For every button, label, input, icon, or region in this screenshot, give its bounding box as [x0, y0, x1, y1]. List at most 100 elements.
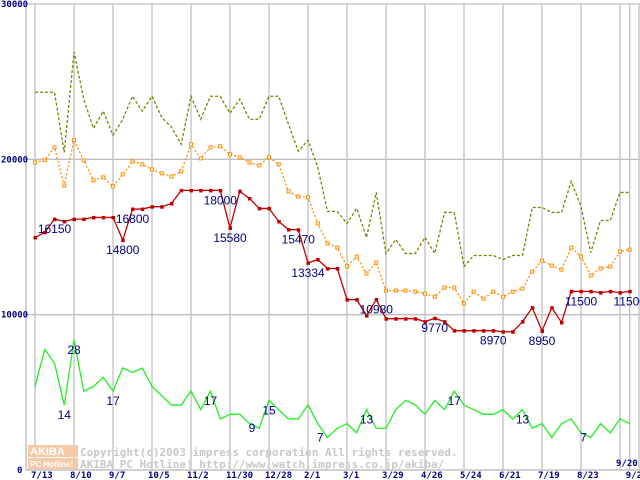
- data-point-low: [384, 317, 388, 321]
- data-point-average: [432, 294, 437, 299]
- data-label: 10980: [360, 302, 394, 316]
- data-point-average: [52, 145, 57, 150]
- data-point-low: [491, 329, 496, 333]
- x-tick-label: 9/20: [616, 459, 638, 469]
- data-point-average: [208, 145, 213, 150]
- y-tick-label: 20000: [1, 155, 28, 165]
- data-point-average: [491, 289, 496, 294]
- data-point-average: [120, 172, 125, 177]
- data-point-low: [560, 320, 564, 325]
- data-point-low: [131, 207, 135, 212]
- logo-bottom-bg: [28, 458, 78, 469]
- data-point-low: [579, 289, 583, 294]
- data-point-low: [287, 228, 291, 232]
- data-point-average: [325, 241, 330, 246]
- data-point-low: [160, 205, 164, 209]
- data-label: 16150: [38, 222, 72, 236]
- data-point-low: [277, 219, 281, 224]
- data-point-low: [521, 320, 525, 324]
- data-point-low: [550, 306, 554, 310]
- data-point-average: [286, 189, 291, 194]
- data-label: 7: [317, 431, 324, 445]
- data-label: 13: [360, 413, 374, 427]
- data-point-low: [248, 196, 252, 201]
- data-point-average: [462, 301, 466, 306]
- data-point-average: [540, 258, 544, 263]
- data-point-average: [588, 273, 593, 278]
- data-point-average: [276, 162, 281, 167]
- x-tick-label: 9/27: [626, 471, 640, 480]
- data-point-low: [501, 330, 505, 334]
- data-point-low: [530, 306, 535, 310]
- data-label: 11500: [614, 294, 640, 308]
- data-point-low: [53, 217, 57, 222]
- data-point-low: [433, 316, 437, 321]
- data-point-average: [159, 171, 164, 176]
- data-point-average: [247, 160, 252, 165]
- data-point-low: [228, 226, 232, 230]
- data-label: 28: [67, 343, 81, 357]
- watermark: AKIBA PC Hotline! Copyright(c)2003 impre…: [28, 445, 458, 471]
- data-point-low: [618, 291, 622, 295]
- data-point-average: [481, 296, 486, 301]
- data-point-average: [520, 286, 525, 291]
- data-point-average: [384, 288, 388, 293]
- data-label: 9770: [421, 321, 448, 335]
- data-point-low: [423, 320, 427, 324]
- data-point-low: [569, 289, 574, 294]
- x-tick-label: 3/1: [343, 471, 359, 480]
- x-tick-label: 10/5: [148, 471, 170, 480]
- y-tick-label: 30000: [1, 0, 28, 10]
- x-tick-label: 8/23: [577, 471, 599, 480]
- data-label: 9: [249, 421, 256, 435]
- data-point-average: [315, 221, 320, 226]
- data-label: 15580: [213, 231, 247, 245]
- data-point-low: [462, 329, 466, 333]
- data-point-average: [393, 288, 398, 293]
- data-point-average: [374, 260, 379, 265]
- data-point-average: [62, 183, 67, 188]
- data-point-low: [443, 320, 447, 324]
- data-point-low: [33, 235, 37, 240]
- data-point-low: [511, 330, 515, 334]
- data-point-low: [62, 219, 67, 224]
- data-point-average: [423, 291, 427, 296]
- data-point-low: [238, 189, 242, 194]
- x-tick-label: 2/1: [304, 471, 320, 480]
- data-point-low: [111, 215, 115, 220]
- data-label: 11500: [565, 294, 598, 308]
- data-point-low: [599, 291, 603, 295]
- data-point-average: [559, 267, 564, 272]
- site-url-text: AKIBA PC Hotline! http://www.watch.impre…: [80, 458, 445, 471]
- data-point-low: [121, 238, 125, 243]
- grid: [25, 3, 640, 471]
- data-point-average: [345, 264, 349, 269]
- data-point-average: [218, 144, 223, 149]
- data-point-low: [413, 317, 418, 321]
- data-point-low: [306, 261, 310, 265]
- data-point-average: [335, 245, 340, 250]
- data-point-average: [42, 158, 47, 163]
- data-point-average: [150, 167, 154, 172]
- data-point-average: [569, 245, 574, 250]
- data-label: 17: [448, 394, 462, 408]
- data-point-average: [130, 159, 135, 164]
- data-point-average: [72, 138, 76, 143]
- data-point-average: [530, 269, 535, 274]
- data-label: 14800: [106, 243, 140, 257]
- x-tick-label: 12/28: [265, 471, 292, 480]
- y-tick-label: 10000: [1, 311, 28, 321]
- data-point-low: [608, 289, 613, 294]
- data-label: 17: [204, 394, 218, 408]
- data-label: 13: [516, 413, 530, 427]
- data-label: 15470: [282, 233, 316, 247]
- data-point-low: [43, 230, 47, 235]
- data-point-average: [403, 288, 408, 293]
- data-point-average: [228, 152, 232, 157]
- data-point-low: [404, 317, 408, 321]
- data-point-average: [91, 178, 96, 183]
- data-point-average: [198, 156, 203, 161]
- x-tick-label: 6/21: [499, 471, 521, 480]
